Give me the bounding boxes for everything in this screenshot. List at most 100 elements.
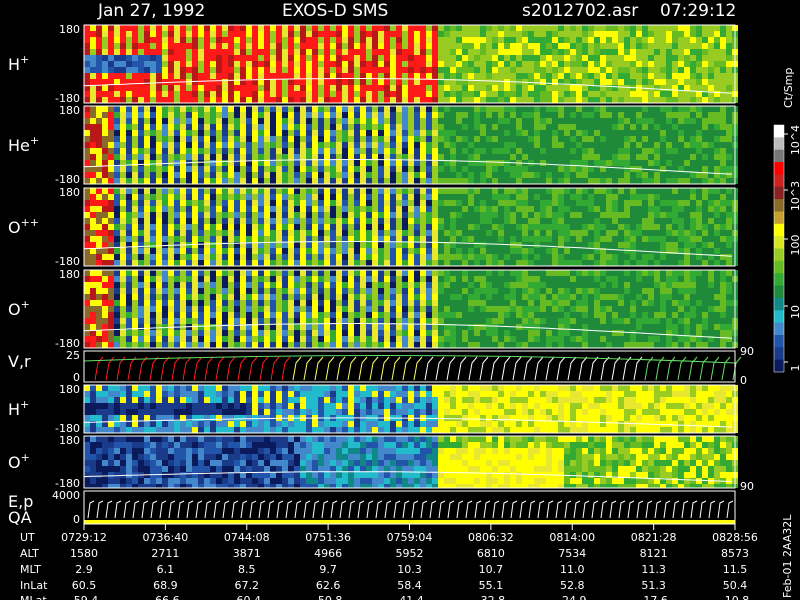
heatmap-cell (540, 31, 546, 37)
heatmap-cell (156, 330, 162, 336)
heatmap-cell (684, 25, 690, 31)
heatmap-cell (210, 124, 216, 130)
heatmap-cell (462, 224, 468, 230)
heatmap-cell (180, 130, 186, 136)
heatmap-cell (480, 37, 486, 43)
heatmap-cell (102, 136, 108, 142)
heatmap-cell (252, 236, 258, 242)
heatmap-cell (402, 270, 408, 276)
heatmap-cell (234, 85, 240, 91)
heatmap-cell (252, 112, 258, 118)
heatmap-cell (444, 172, 450, 178)
heatmap-cell (276, 312, 282, 318)
heatmap-cell (258, 49, 264, 55)
heatmap-cell (114, 148, 120, 154)
heatmap-cell (612, 160, 618, 166)
heatmap-cell (408, 294, 414, 300)
heatmap-cell (234, 218, 240, 224)
heatmap-cell (720, 25, 726, 31)
heatmap-cell (630, 130, 636, 136)
heatmap-cell (402, 282, 408, 288)
heatmap-cell (114, 166, 120, 172)
heatmap-cell (402, 154, 408, 160)
heatmap-cell (672, 172, 678, 178)
heatmap-cell (186, 342, 192, 348)
heatmap-cell (168, 276, 174, 282)
heatmap-cell (168, 112, 174, 118)
heatmap-cell (720, 172, 726, 178)
heatmap-cell (492, 172, 498, 178)
heatmap-cell (672, 206, 678, 212)
heatmap-cell (222, 242, 228, 248)
heatmap-cell (516, 218, 522, 224)
heatmap-cell (150, 236, 156, 242)
heatmap-cell (684, 200, 690, 206)
heatmap-cell (246, 55, 252, 61)
heatmap-cell (402, 55, 408, 61)
heatmap-cell (450, 67, 456, 73)
heatmap-cell (282, 300, 288, 306)
heatmap-cell (534, 242, 540, 248)
heatmap-cell (414, 106, 420, 112)
heatmap-cell (144, 31, 150, 37)
heatmap-cell (156, 136, 162, 142)
heatmap-cell (594, 130, 600, 136)
heatmap-cell (144, 55, 150, 61)
heatmap-cell (228, 248, 234, 254)
heatmap-cell (288, 254, 294, 260)
heatmap-cell (396, 148, 402, 154)
heatmap-cell (582, 91, 588, 97)
heatmap-cell (336, 270, 342, 276)
heatmap-cell (210, 85, 216, 91)
heatmap-cell (618, 97, 624, 103)
heatmap-cell (522, 254, 528, 260)
heatmap-cell (690, 106, 696, 112)
heatmap-cell (336, 160, 342, 166)
heatmap-cell (720, 188, 726, 194)
heatmap-cell (366, 270, 372, 276)
heatmap-cell (222, 206, 228, 212)
heatmap-cell (336, 200, 342, 206)
heatmap-cell (372, 254, 378, 260)
heatmap-cell (222, 148, 228, 154)
heatmap-cell (594, 55, 600, 61)
heatmap-cell (708, 160, 714, 166)
heatmap-cell (582, 218, 588, 224)
heatmap-cell (360, 318, 366, 324)
heatmap-cell (714, 25, 720, 31)
heatmap-cell (342, 324, 348, 330)
heatmap-cell (168, 61, 174, 67)
heatmap-cell (216, 67, 222, 73)
heatmap-cell (114, 276, 120, 282)
heatmap-cell (354, 154, 360, 160)
heatmap-cell (366, 67, 372, 73)
heatmap-cell (552, 97, 558, 103)
heatmap-cell (576, 37, 582, 43)
heatmap-cell (516, 91, 522, 97)
heatmap-cell (348, 312, 354, 318)
heatmap-cell (678, 67, 684, 73)
heatmap-cell (402, 166, 408, 172)
heatmap-cell (318, 330, 324, 336)
heatmap-cell (138, 172, 144, 178)
heatmap-cell (186, 43, 192, 49)
heatmap-cell (408, 160, 414, 166)
heatmap-cell (246, 336, 252, 342)
heatmap-cell (504, 200, 510, 206)
heatmap-cell (264, 224, 270, 230)
heatmap-cell (108, 318, 114, 324)
heatmap-cell (258, 172, 264, 178)
heatmap-cell (564, 25, 570, 31)
heatmap-cell (540, 67, 546, 73)
heatmap-cell (168, 336, 174, 342)
heatmap-cell (216, 260, 222, 266)
heatmap-cell (84, 336, 90, 342)
heatmap-cell (198, 73, 204, 79)
heatmap-cell (612, 148, 618, 154)
heatmap-cell (228, 31, 234, 37)
heatmap-cell (684, 188, 690, 194)
heatmap-cell (396, 294, 402, 300)
heatmap-cell (690, 136, 696, 142)
heatmap-cell (612, 79, 618, 85)
heatmap-cell (438, 212, 444, 218)
